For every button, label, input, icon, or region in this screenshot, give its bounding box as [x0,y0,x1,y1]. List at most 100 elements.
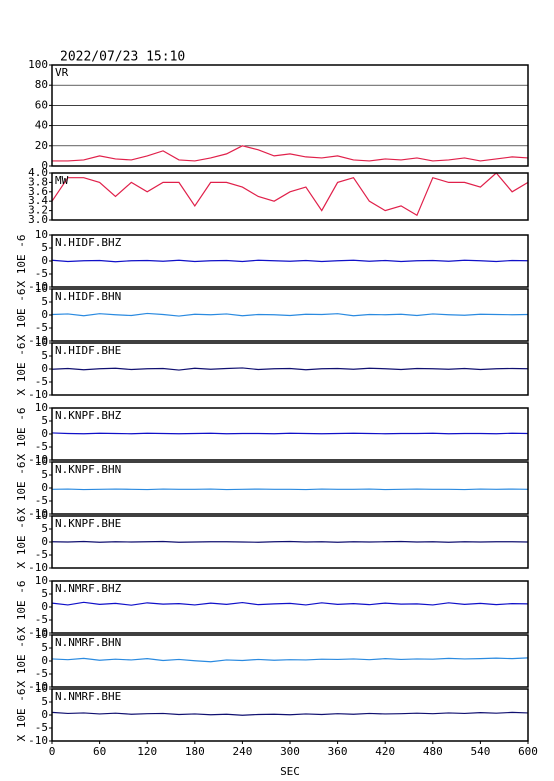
y-tick-label: 5 [41,587,48,600]
x-tick-label: 540 [470,745,490,758]
y-tick-label: -10 [28,280,48,293]
x-tick-label: 0 [49,745,56,758]
y-axis-label: X 10E -6 [15,462,28,515]
y-axis-label: X 10E -6 [15,581,28,634]
y-tick-label: 3.8 [28,175,48,188]
y-tick-label: 0 [41,600,48,613]
x-tick-label: 480 [423,745,443,758]
y-tick-label: -10 [28,388,48,401]
series-label: N.NMRF.BHE [55,690,121,703]
y-axis-label: X 10E -6 [15,516,28,569]
y-tick-label: -5 [35,494,48,507]
panel-frame [51,234,529,288]
panel-frame [51,461,529,515]
data-line [51,488,529,491]
y-tick-label: 20 [35,139,48,152]
x-tick-label: 300 [280,745,300,758]
y-tick-label: 5 [41,468,48,481]
y-tick-label: 10 [35,628,48,641]
y-tick-label: 5 [41,241,48,254]
panel-frame [51,515,529,569]
y-tick-label: 80 [35,78,48,91]
x-tick-label: 360 [328,745,348,758]
y-tick-label: 10 [35,455,48,468]
data-line [51,259,529,263]
x-tick-label: 600 [518,745,538,758]
y-axis-label: X 10E -6 [15,343,28,396]
series-label: N.KNPF.BHE [55,517,121,530]
series-label: N.KNPF.BHN [55,463,121,476]
y-tick-label: -10 [28,680,48,693]
y-tick-label: 5 [41,695,48,708]
y-tick-label: 0 [41,708,48,721]
x-tick-label: 420 [375,745,395,758]
y-tick-label: 10 [35,282,48,295]
y-axis-label: X 10E -6 [15,635,28,688]
x-tick-label: 240 [232,745,252,758]
y-tick-label: -10 [28,561,48,574]
data-line [51,601,529,606]
series-label: N.KNPF.BHZ [55,409,122,422]
data-line [51,432,529,435]
data-line [51,657,529,663]
y-tick-label: -5 [35,375,48,388]
y-tick-label: -10 [28,453,48,466]
series-label: N.HIDF.BHN [55,290,121,303]
y-tick-label: 40 [35,119,48,132]
panel-frame [51,288,529,342]
y-tick-label: 5 [41,641,48,654]
x-tick-label: 60 [93,745,106,758]
series-label: N.HIDF.BHZ [55,236,122,249]
y-axis-label: X 10E -6 [15,408,28,461]
y-tick-label: 10 [35,682,48,695]
y-tick-label: 10 [35,336,48,349]
chart-title: 2022/07/23 15:10 [60,50,185,65]
y-tick-label: 10 [35,401,48,414]
series-label: N.HIDF.BHE [55,344,121,357]
x-tick-label: 120 [137,745,157,758]
y-tick-label: -5 [35,440,48,453]
panel-frame [51,407,529,461]
y-axis-label: X 10E -6 [15,235,28,288]
y-tick-label: -10 [28,734,48,747]
y-tick-label: 0 [41,481,48,494]
y-tick-label: -5 [35,667,48,680]
series-label: N.NMRF.BHN [55,636,121,649]
y-tick-label: 0 [41,535,48,548]
y-tick-label: -10 [28,334,48,347]
series-label: MW [55,174,69,187]
series-label: VR [55,66,69,79]
data-line [51,540,529,543]
y-tick-label: 5 [41,414,48,427]
y-tick-label: -5 [35,548,48,561]
y-tick-label: 60 [35,98,48,111]
y-tick-label: 3.6 [28,185,48,198]
y-tick-label: 10 [35,574,48,587]
y-tick-label: -5 [35,613,48,626]
y-tick-label: -5 [35,721,48,734]
y-tick-label: 100 [28,58,48,71]
y-tick-label: -5 [35,267,48,280]
y-tick-label: 0 [41,254,48,267]
data-line [52,145,529,162]
panel-frame [51,64,529,167]
y-axis-label: X 10E -6 [15,689,28,742]
y-tick-label: 0 [41,427,48,440]
data-line [51,312,529,317]
y-tick-label: 5 [41,295,48,308]
y-tick-label: 0 [41,362,48,375]
x-tick-label: 180 [185,745,205,758]
y-tick-label: -10 [28,507,48,520]
y-axis-label: X 10E -6 [15,289,28,342]
data-line [51,367,529,371]
x-axis-label: SEC [280,765,300,778]
y-tick-label: -5 [35,321,48,334]
y-tick-label: 3.0 [28,213,48,226]
data-line [51,711,529,716]
y-tick-label: -10 [28,626,48,639]
panel-frame [51,634,529,688]
panel-frame [51,342,529,396]
y-tick-label: 0 [41,159,48,172]
y-tick-label: 10 [35,509,48,522]
